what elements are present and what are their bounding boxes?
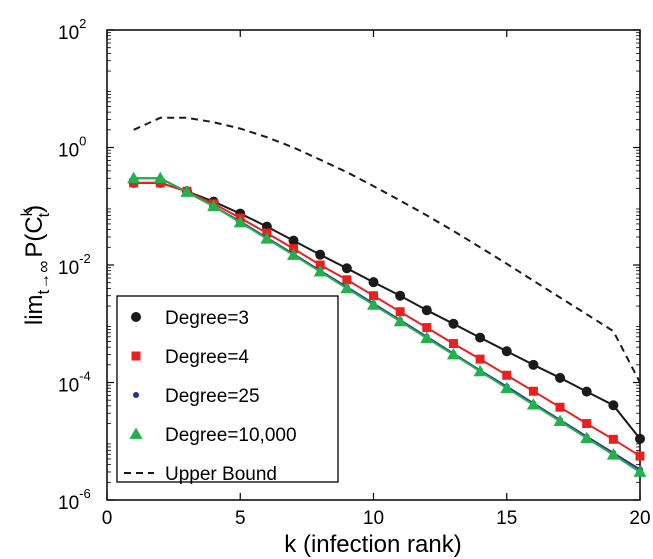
legend-label: Degree=10,000 [165, 425, 297, 446]
legend-swatch-marker [131, 351, 141, 361]
data-point [475, 332, 486, 343]
y-tick-label: 10-4 [58, 369, 91, 397]
y-tick-label: 100 [58, 134, 86, 162]
data-point [581, 386, 592, 397]
series-degree-10-000 [127, 171, 647, 477]
y-label-close: ) [21, 205, 48, 213]
data-point [555, 372, 566, 383]
data-point [340, 281, 354, 294]
data-point [287, 248, 301, 260]
data-point [528, 386, 538, 396]
data-point [500, 381, 514, 394]
x-axis-label: k (infection rank) [284, 531, 461, 558]
series-layer [127, 116, 647, 477]
legend-entry: Degree=10,000 [129, 425, 297, 446]
x-tick-label: 20 [629, 508, 650, 529]
y-tick-exp: -4 [79, 369, 91, 384]
data-point [608, 434, 618, 444]
y-tick-label: 10-6 [58, 486, 91, 514]
y-label-sub2: t [36, 212, 53, 217]
data-point [313, 265, 327, 277]
legend-label: Upper Bound [165, 464, 277, 485]
data-point [422, 323, 432, 333]
legend-label: Degree=25 [165, 386, 260, 407]
data-point [395, 307, 405, 317]
data-point [448, 339, 458, 349]
y-tick-base: 10 [58, 493, 79, 514]
data-point [582, 419, 592, 429]
data-point [393, 314, 407, 327]
legend-entry: Degree=25 [133, 386, 260, 407]
data-point [127, 171, 141, 184]
y-tick-exp: 0 [79, 134, 86, 149]
legend-entry: Degree=4 [131, 347, 249, 368]
x-axis-ticks: 0 5 10 15 20 [102, 30, 651, 529]
x-tick-label: 10 [363, 508, 384, 529]
data-point [288, 235, 299, 246]
data-point [368, 277, 379, 288]
legend-box [116, 295, 339, 483]
data-point [369, 291, 378, 301]
legend-entry: Degree=3 [131, 308, 249, 329]
y-tick-exp: -2 [79, 251, 91, 266]
svg-text:limt→∞P(Ckt): limt→∞ P(Ckt) [19, 205, 53, 325]
data-point [233, 215, 247, 228]
data-point [260, 232, 274, 244]
x-tick-label: 5 [235, 508, 246, 529]
data-point [341, 263, 352, 274]
y-tick-label: 102 [58, 16, 86, 44]
y-tick-base: 10 [58, 258, 79, 279]
data-point [526, 398, 540, 410]
legend-swatch-marker [131, 312, 141, 322]
data-point [606, 448, 620, 460]
y-label-sup: k [19, 207, 36, 216]
data-point [635, 451, 645, 461]
data-point [553, 414, 567, 427]
legend-label: Degree=4 [165, 347, 249, 368]
legend-entry: Upper Bound [124, 464, 277, 485]
data-point [502, 370, 512, 380]
data-point [501, 346, 512, 357]
legend-label: Degree=3 [165, 308, 249, 329]
data-point [180, 185, 194, 197]
data-point [448, 318, 459, 329]
data-point [555, 402, 565, 412]
data-point [395, 290, 406, 301]
series-upper-bound [133, 116, 641, 383]
series-line [133, 116, 641, 383]
y-tick-exp: 2 [79, 16, 86, 31]
y-tick-base: 10 [58, 376, 79, 397]
data-point [420, 331, 434, 343]
y-tick-exp: -6 [79, 486, 91, 501]
data-point [367, 298, 380, 310]
data-point [446, 347, 460, 360]
data-point [475, 354, 485, 364]
legend-swatch-marker [133, 392, 139, 398]
y-label-lim-sub: t→∞ [34, 261, 53, 295]
legend: Degree=3 Degree=4 Degree=25 Degree=10,000 Up… [116, 295, 339, 485]
data-point [633, 465, 647, 477]
y-tick-label: 10-2 [58, 251, 91, 279]
data-point [421, 305, 432, 316]
y-tick-base: 10 [58, 23, 79, 44]
data-point [315, 260, 325, 270]
x-tick-label: 0 [102, 508, 113, 529]
data-point [342, 275, 352, 285]
data-point [153, 171, 167, 184]
y-label-lim: lim [21, 294, 48, 325]
data-point [207, 199, 221, 212]
y-axis-label: limt→∞ P(Ckt) [19, 205, 53, 325]
data-point [608, 400, 619, 411]
y-tick-base: 10 [58, 141, 79, 162]
x-tick-label: 15 [496, 508, 517, 529]
legend-swatch-marker [129, 427, 143, 439]
data-point [528, 359, 539, 370]
y-label-p: P(C [21, 216, 48, 257]
data-point [473, 364, 487, 377]
data-point [635, 433, 645, 444]
data-point [315, 249, 326, 260]
data-point [580, 431, 594, 444]
